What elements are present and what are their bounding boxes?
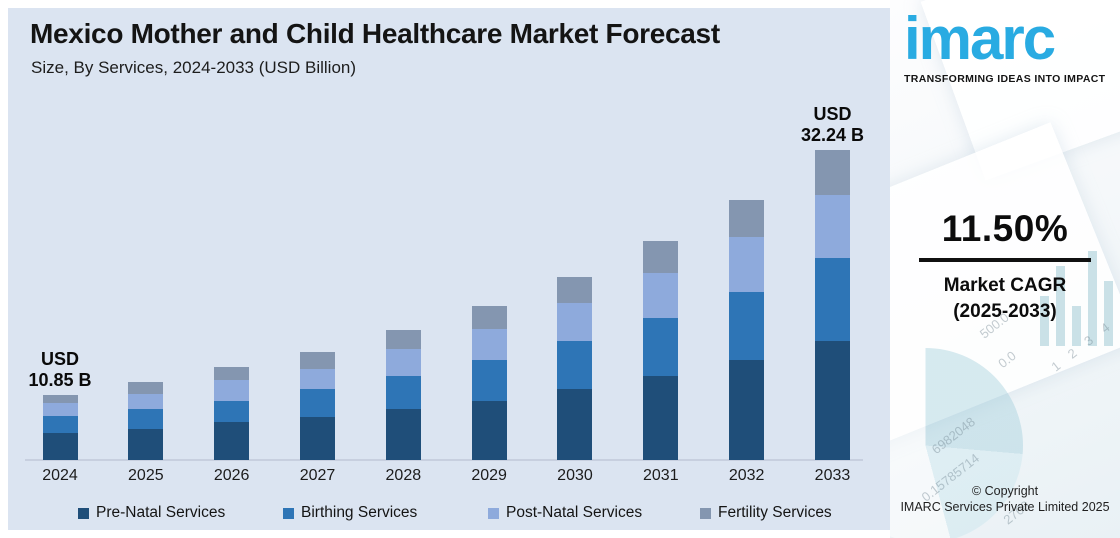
- bar-segment-2028-birthing-services: [385, 376, 421, 410]
- bar-segment-2024-post-natal-services: [42, 403, 78, 416]
- legend-marker-birthing-services: [283, 507, 294, 519]
- decorative-bar-chart: [1040, 198, 1120, 346]
- bar-segment-2027-post-natal-services: [299, 368, 335, 390]
- legend-marker-post-natal-services: [488, 507, 499, 519]
- bar-segment-2026-birthing-services: [214, 400, 250, 423]
- bar-segment-2033-birthing-services: [814, 257, 850, 341]
- bar-segment-2030-pre-natal-services: [557, 389, 593, 460]
- bar-segment-2028-post-natal-services: [385, 349, 421, 377]
- copyright-line: © Copyright: [971, 484, 1039, 498]
- page-title: Mexico Mother and Child Healthcare Marke…: [30, 18, 720, 49]
- bar-segment-2025-fertility-services: [128, 382, 164, 394]
- legend-item-post-natal-services: Post-Natal Services: [488, 504, 642, 522]
- imarc-logo-tagline: TRANSFORMING IDEAS INTO IMPACT: [904, 73, 1106, 85]
- brand-panel: 500.0 0.0 1 2 3 4 6982048 0.15785714 276…: [890, 0, 1120, 538]
- bar-segment-2025-birthing-services: [128, 409, 164, 430]
- x-axis-label-2025: 2025: [128, 467, 164, 484]
- cagr-stat-block: 11.50% Market CAGR (2025-2033): [890, 208, 1120, 325]
- bar-segment-2031-post-natal-services: [643, 273, 679, 318]
- imarc-logo-wordmark: imarc: [904, 5, 1056, 72]
- x-axis-label-2027: 2027: [299, 467, 336, 484]
- bar-segment-2033-post-natal-services: [814, 194, 850, 258]
- legend-marker-fertility-services: [700, 507, 711, 519]
- x-axis-label-2029: 2029: [471, 467, 507, 484]
- bar-segment-2033-fertility-services: [814, 149, 850, 195]
- stacked-bar-2024: [42, 395, 78, 460]
- legend-item-birthing-services: Birthing Services: [283, 504, 417, 522]
- legend-marker-pre-natal-services: [78, 507, 89, 519]
- bar-segment-2030-fertility-services: [557, 276, 593, 303]
- bar-segment-2029-pre-natal-services: [471, 400, 507, 460]
- value-label-2024: USD 10.85 B: [28, 349, 92, 391]
- bar-segment-2024-birthing-services: [42, 416, 78, 433]
- bar-segment-2028-fertility-services: [385, 330, 421, 350]
- legend-label-fertility-services: Fertility Services: [718, 504, 832, 521]
- bar-segment-2032-fertility-services: [729, 199, 765, 238]
- bar-segment-2030-post-natal-services: [557, 302, 593, 341]
- stacked-bar-2025: [128, 382, 164, 460]
- copyright-notice: © Copyright IMARC Services Private Limit…: [890, 483, 1120, 515]
- imarc-logo: imarc TRANSFORMING IDEAS INTO IMPACT: [904, 5, 1106, 86]
- copyright-line: IMARC Services Private Limited 2025: [900, 500, 1110, 514]
- stacked-bar-2026: [214, 367, 250, 460]
- x-axis-label-2030: 2030: [557, 467, 593, 484]
- stacked-bar-2029: [471, 305, 507, 460]
- bar-segment-2032-birthing-services: [729, 292, 765, 360]
- x-axis-label-2031: 2031: [643, 467, 679, 484]
- bar-segment-2031-fertility-services: [643, 241, 679, 274]
- bar-segment-2024-pre-natal-services: [42, 432, 78, 460]
- stacked-bar-2028: [385, 330, 421, 460]
- bar-segment-2024-fertility-services: [42, 395, 78, 404]
- bar-segment-2027-pre-natal-services: [299, 417, 335, 460]
- bar-segment-2025-post-natal-services: [128, 393, 164, 410]
- cagr-period: (2025-2033): [953, 301, 1057, 322]
- page-subtitle: Size, By Services, 2024-2033 (USD Billio…: [31, 58, 357, 77]
- bar-segment-2026-post-natal-services: [214, 380, 250, 401]
- cagr-label: Market CAGR: [943, 275, 1067, 296]
- stacked-bar-2032: [729, 199, 765, 460]
- bar-segment-2032-post-natal-services: [729, 237, 765, 293]
- bar-segment-2027-fertility-services: [299, 351, 335, 369]
- legend-item-fertility-services: Fertility Services: [700, 504, 832, 522]
- bar-segment-2027-birthing-services: [299, 389, 335, 418]
- stacked-bar-2027: [299, 351, 335, 460]
- legend-label-post-natal-services: Post-Natal Services: [506, 504, 643, 521]
- bar-segment-2026-fertility-services: [214, 367, 250, 381]
- value-label-2033: USD 32.24 B: [800, 103, 864, 145]
- stacked-bar-2031: [643, 241, 679, 460]
- legend-item-pre-natal-services: Pre-Natal Services: [78, 504, 225, 522]
- stacked-bar-2033: [814, 149, 850, 460]
- bar-segment-2029-fertility-services: [471, 305, 507, 330]
- legend-label-birthing-services: Birthing Services: [301, 504, 418, 521]
- x-axis-label-2032: 2032: [728, 467, 765, 484]
- bar-segment-2029-post-natal-services: [471, 329, 507, 360]
- bar-segment-2028-pre-natal-services: [385, 409, 421, 460]
- stacked-bar-2030: [557, 276, 593, 460]
- x-axis-label-2024: 2024: [42, 467, 78, 484]
- bar-segment-2030-birthing-services: [557, 340, 593, 390]
- bar-segment-2029-birthing-services: [471, 359, 507, 401]
- x-axis-line: [25, 459, 863, 461]
- bar-segment-2026-pre-natal-services: [214, 422, 250, 460]
- x-axis-label-2033: 2033: [814, 467, 851, 484]
- bar-segment-2031-pre-natal-services: [643, 375, 679, 460]
- bar-segment-2031-birthing-services: [643, 317, 679, 376]
- bar-segment-2033-pre-natal-services: [814, 340, 850, 460]
- x-axis-label-2026: 2026: [213, 467, 250, 484]
- cagr-value: 11.50%: [941, 208, 1069, 249]
- bar-segment-2032-pre-natal-services: [729, 359, 765, 460]
- legend-label-pre-natal-services: Pre-Natal Services: [96, 504, 226, 521]
- bar-segment-2025-pre-natal-services: [128, 429, 164, 460]
- stat-divider: [919, 258, 1091, 262]
- x-axis-label-2028: 2028: [385, 467, 422, 484]
